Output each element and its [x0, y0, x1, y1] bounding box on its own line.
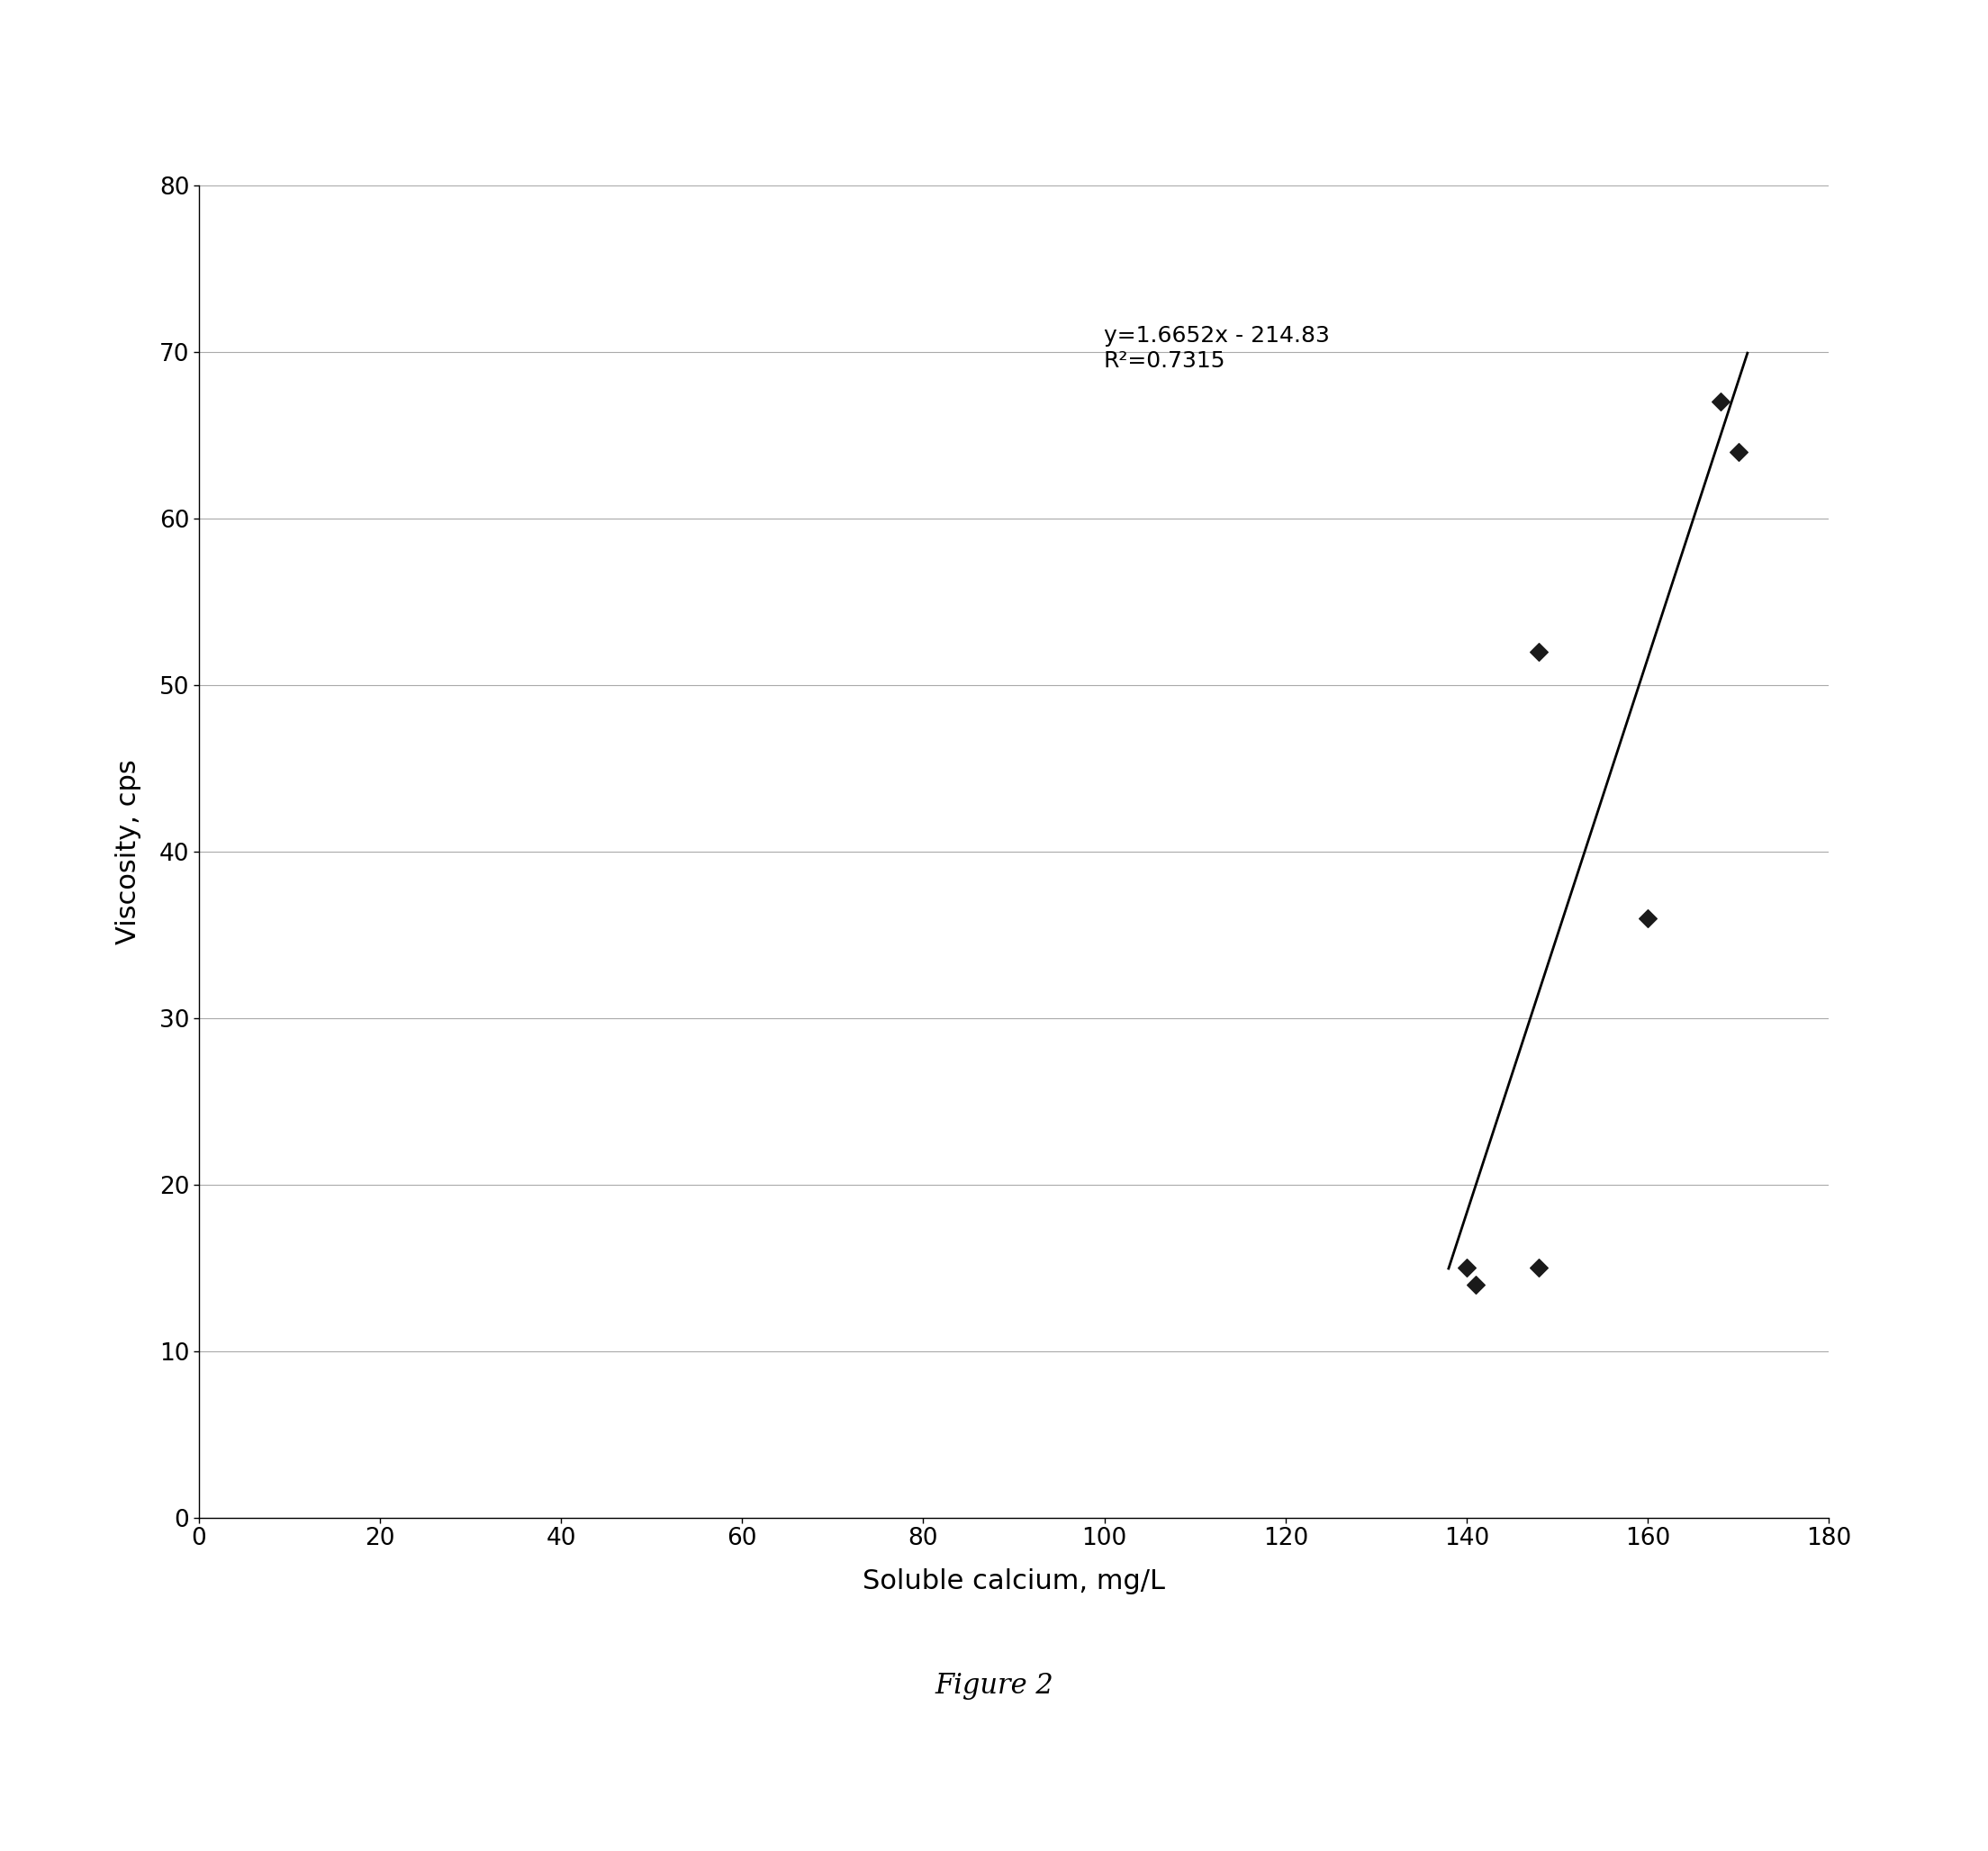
- Point: [1704, 387, 1736, 416]
- Text: Figure 2: Figure 2: [934, 1671, 1054, 1699]
- Point: [1523, 1253, 1555, 1283]
- Text: y=1.6652x - 214.83
R²=0.7315: y=1.6652x - 214.83 R²=0.7315: [1103, 326, 1330, 372]
- Y-axis label: Viscosity, cps: Viscosity, cps: [115, 759, 141, 944]
- Point: [1722, 437, 1753, 466]
- Point: [1459, 1270, 1491, 1299]
- Point: [1632, 903, 1664, 933]
- Point: [1523, 637, 1555, 666]
- Point: [1451, 1253, 1483, 1283]
- X-axis label: Soluble calcium, mg/L: Soluble calcium, mg/L: [863, 1568, 1165, 1594]
